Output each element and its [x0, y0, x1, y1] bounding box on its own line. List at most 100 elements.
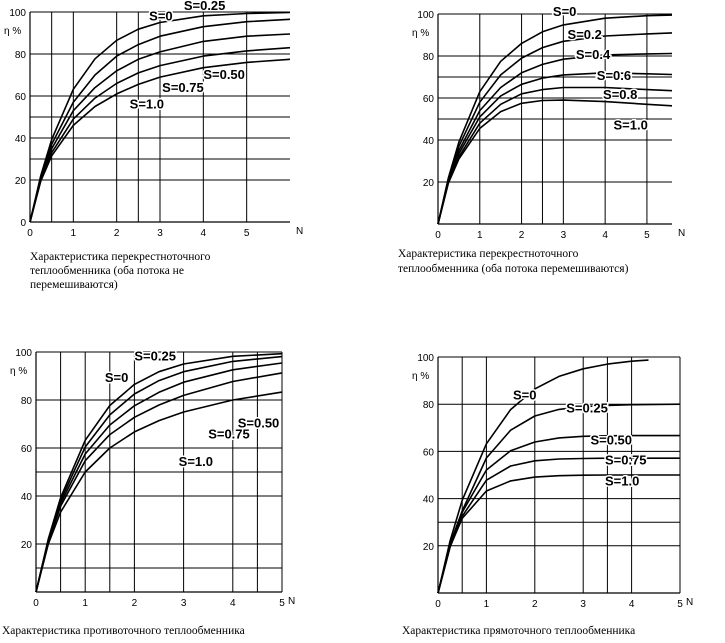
y-tick-label: 100: [15, 348, 32, 359]
x-tick-label: 2: [532, 599, 538, 610]
x-tick-label: 3: [580, 599, 586, 610]
series-label-halo: S=0: [513, 387, 537, 402]
series-line: [437, 32, 673, 225]
series-label: S=0.75: [162, 80, 204, 95]
series-label-halo: S=0.25: [184, 0, 226, 13]
series-label: S=1.0: [605, 474, 639, 489]
series-label-halo: S=0: [105, 370, 129, 385]
x-tick-label: 4: [629, 599, 635, 610]
x-tick-label: 1: [71, 228, 77, 239]
series-label: S=0.25: [184, 0, 226, 13]
y-tick-label: 80: [15, 50, 27, 61]
series-line: [437, 434, 680, 594]
series-line: [35, 372, 283, 593]
series-line: [35, 391, 283, 593]
x-tick-label: 2: [519, 230, 525, 241]
y-tick-label: 80: [423, 400, 435, 411]
y-axis-label: η %: [412, 371, 429, 382]
series-label-halo: S=0: [553, 4, 577, 19]
x-tick-label: 2: [132, 598, 138, 609]
series-label-halo: S=0.25: [134, 348, 176, 363]
series-label: S=0.8: [603, 87, 637, 102]
series-line: [437, 474, 680, 594]
series-label: S=0.50: [590, 432, 632, 447]
x-tick-label: 3: [181, 598, 187, 609]
x-tick-label: 4: [201, 228, 207, 239]
series-label: S=0.75: [208, 426, 250, 441]
chart-caption: теплообменника (оба потока не: [30, 265, 184, 277]
series-label-halo: S=0.25: [566, 400, 608, 415]
series-label: S=0.50: [203, 67, 245, 82]
series-label: S=0.25: [134, 348, 176, 363]
x-tick-label: 0: [27, 228, 33, 239]
x-tick-label: 5: [244, 228, 250, 239]
y-tick-label: 20: [423, 542, 435, 553]
y-tick-label: 80: [21, 396, 33, 407]
x-tick-label: 5: [644, 230, 650, 241]
x-axis-label: N: [686, 597, 693, 608]
x-tick-label: 3: [157, 228, 163, 239]
series-label-halo: S=0.75: [208, 426, 250, 441]
series-label-halo: S=1.0: [605, 474, 639, 489]
series-line: [437, 359, 649, 594]
series-line: [29, 11, 291, 223]
grid: [30, 11, 290, 222]
series-line: [437, 457, 680, 594]
y-tick-label: 80: [423, 52, 435, 63]
series-label: S=1.0: [179, 454, 213, 469]
x-axis-label: N: [678, 228, 685, 239]
x-tick-label: 3: [561, 230, 567, 241]
y-tick-label: 20: [423, 178, 435, 189]
series-label: S=0: [513, 387, 537, 402]
x-tick-label: 4: [230, 598, 236, 609]
y-tick-label: 60: [21, 444, 33, 455]
chart-caption: перемешиваются): [30, 279, 118, 291]
y-tick-label: 0: [20, 218, 26, 229]
y-tick-label: 60: [15, 92, 27, 103]
series-label-halo: S=1.0: [179, 454, 213, 469]
series-label-halo: S=0.50: [590, 432, 632, 447]
y-tick-label: 20: [21, 540, 33, 551]
series-line: [29, 58, 291, 223]
series-label: S=0.25: [566, 400, 608, 415]
series-line: [437, 99, 673, 225]
series-line: [437, 14, 673, 225]
y-tick-label: 20: [15, 176, 27, 187]
series-label-halo: S=0: [149, 8, 173, 23]
y-tick-label: 100: [417, 353, 434, 364]
x-tick-label: 1: [477, 230, 483, 241]
series-label: S=0.50: [238, 416, 280, 431]
series-label-halo: S=0.75: [162, 80, 204, 95]
x-tick-label: 0: [435, 230, 441, 241]
y-tick-label: 100: [9, 8, 26, 19]
series-label-halo: S=0.4: [576, 47, 611, 62]
x-tick-label: 0: [435, 599, 441, 610]
series-label-halo: S=0.50: [238, 416, 280, 431]
series-label-halo: S=0.2: [568, 27, 602, 42]
x-tick-label: 0: [33, 598, 39, 609]
x-tick-label: 1: [484, 599, 490, 610]
y-tick-label: 40: [15, 134, 27, 145]
y-axis-label: η %: [412, 28, 429, 39]
y-axis-label: η %: [4, 26, 21, 37]
x-axis-label: N: [296, 226, 303, 237]
x-tick-label: 2: [114, 228, 120, 239]
y-tick-label: 40: [423, 495, 435, 506]
series-label-halo: S=1.0: [130, 97, 164, 112]
series-label-halo: S=0.6: [597, 68, 631, 83]
series-label: S=0: [149, 8, 173, 23]
series-line: [437, 52, 673, 225]
series-label: S=0: [553, 4, 577, 19]
grid: [36, 351, 283, 592]
series-line: [29, 18, 291, 223]
series-line: [437, 72, 673, 225]
series-line: [29, 46, 291, 223]
y-axis-label: η %: [10, 366, 27, 377]
y-tick-label: 60: [423, 447, 435, 458]
series-label-halo: S=1.0: [614, 118, 648, 133]
x-tick-label: 5: [677, 599, 683, 610]
series-label: S=1.0: [130, 97, 164, 112]
